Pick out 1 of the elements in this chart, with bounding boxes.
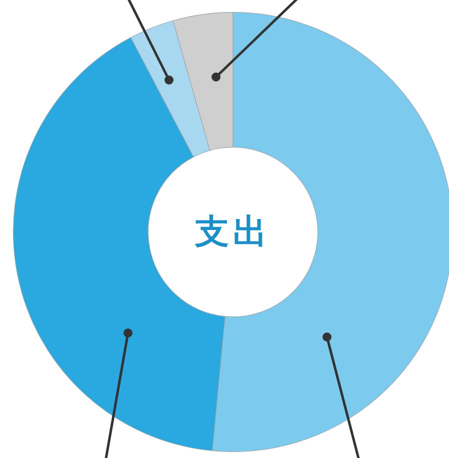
text: 支出 — [194, 211, 272, 254]
